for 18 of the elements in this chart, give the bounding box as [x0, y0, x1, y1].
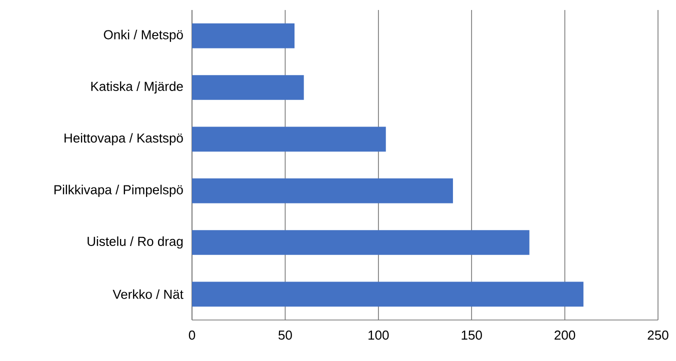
x-tick-label: 150 [462, 330, 482, 340]
bar [192, 178, 453, 204]
bar [192, 126, 386, 152]
y-tick-label: Heittovapa / Kastspö [64, 133, 183, 146]
y-tick-label: Uistelu / Ro drag [88, 236, 183, 249]
x-tick-label: 0 [188, 330, 196, 340]
y-tick-label: Katiska / Mjärde [91, 81, 183, 94]
x-tick-label: 100 [368, 330, 389, 340]
x-tick-label: 50 [278, 330, 292, 340]
bar [192, 23, 295, 48]
y-tick-label: Onki / Metspö [104, 30, 183, 42]
bar [192, 75, 304, 100]
y-tick-label: Verkko / Nät [112, 289, 184, 299]
y-tick-label: Pilkkivapa / Pimpelspö [54, 184, 183, 197]
bar [192, 282, 584, 307]
bar [192, 230, 530, 255]
x-tick-label: 250 [648, 330, 668, 340]
x-tick-label: 200 [554, 330, 576, 340]
